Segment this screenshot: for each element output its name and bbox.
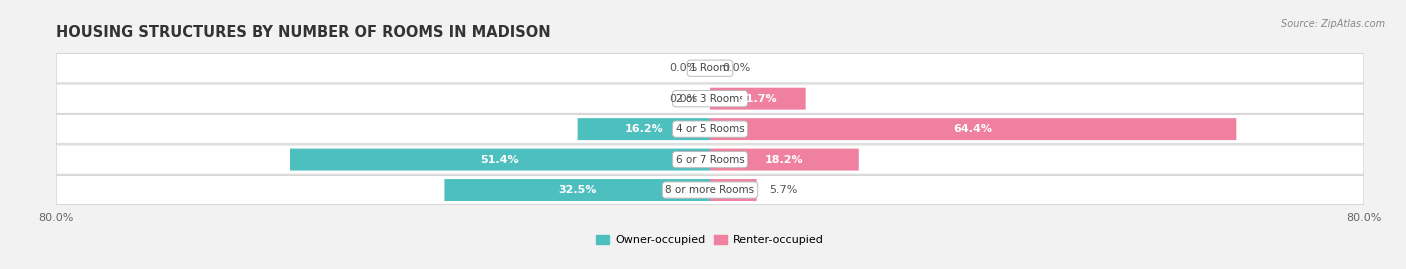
Text: 4 or 5 Rooms: 4 or 5 Rooms <box>676 124 744 134</box>
Text: Source: ZipAtlas.com: Source: ZipAtlas.com <box>1281 19 1385 29</box>
Text: 64.4%: 64.4% <box>953 124 993 134</box>
FancyBboxPatch shape <box>444 179 710 201</box>
FancyBboxPatch shape <box>710 148 859 171</box>
FancyBboxPatch shape <box>56 54 1364 83</box>
FancyBboxPatch shape <box>710 179 756 201</box>
FancyBboxPatch shape <box>290 148 710 171</box>
FancyBboxPatch shape <box>710 88 806 110</box>
Legend: Owner-occupied, Renter-occupied: Owner-occupied, Renter-occupied <box>592 230 828 249</box>
Text: 0.0%: 0.0% <box>669 94 697 104</box>
Text: 11.7%: 11.7% <box>738 94 778 104</box>
Text: 1 Room: 1 Room <box>690 63 730 73</box>
Text: 5.7%: 5.7% <box>769 185 797 195</box>
Text: 51.4%: 51.4% <box>481 155 519 165</box>
FancyBboxPatch shape <box>56 175 1364 205</box>
Text: 6 or 7 Rooms: 6 or 7 Rooms <box>676 155 744 165</box>
Text: 8 or more Rooms: 8 or more Rooms <box>665 185 755 195</box>
FancyBboxPatch shape <box>56 115 1364 144</box>
FancyBboxPatch shape <box>710 118 1236 140</box>
FancyBboxPatch shape <box>578 118 710 140</box>
Text: 18.2%: 18.2% <box>765 155 804 165</box>
FancyBboxPatch shape <box>56 145 1364 174</box>
Text: HOUSING STRUCTURES BY NUMBER OF ROOMS IN MADISON: HOUSING STRUCTURES BY NUMBER OF ROOMS IN… <box>56 25 551 40</box>
Text: 32.5%: 32.5% <box>558 185 596 195</box>
Text: 0.0%: 0.0% <box>723 63 751 73</box>
FancyBboxPatch shape <box>56 84 1364 113</box>
Text: 16.2%: 16.2% <box>624 124 664 134</box>
Text: 0.0%: 0.0% <box>669 63 697 73</box>
Text: 2 or 3 Rooms: 2 or 3 Rooms <box>676 94 744 104</box>
